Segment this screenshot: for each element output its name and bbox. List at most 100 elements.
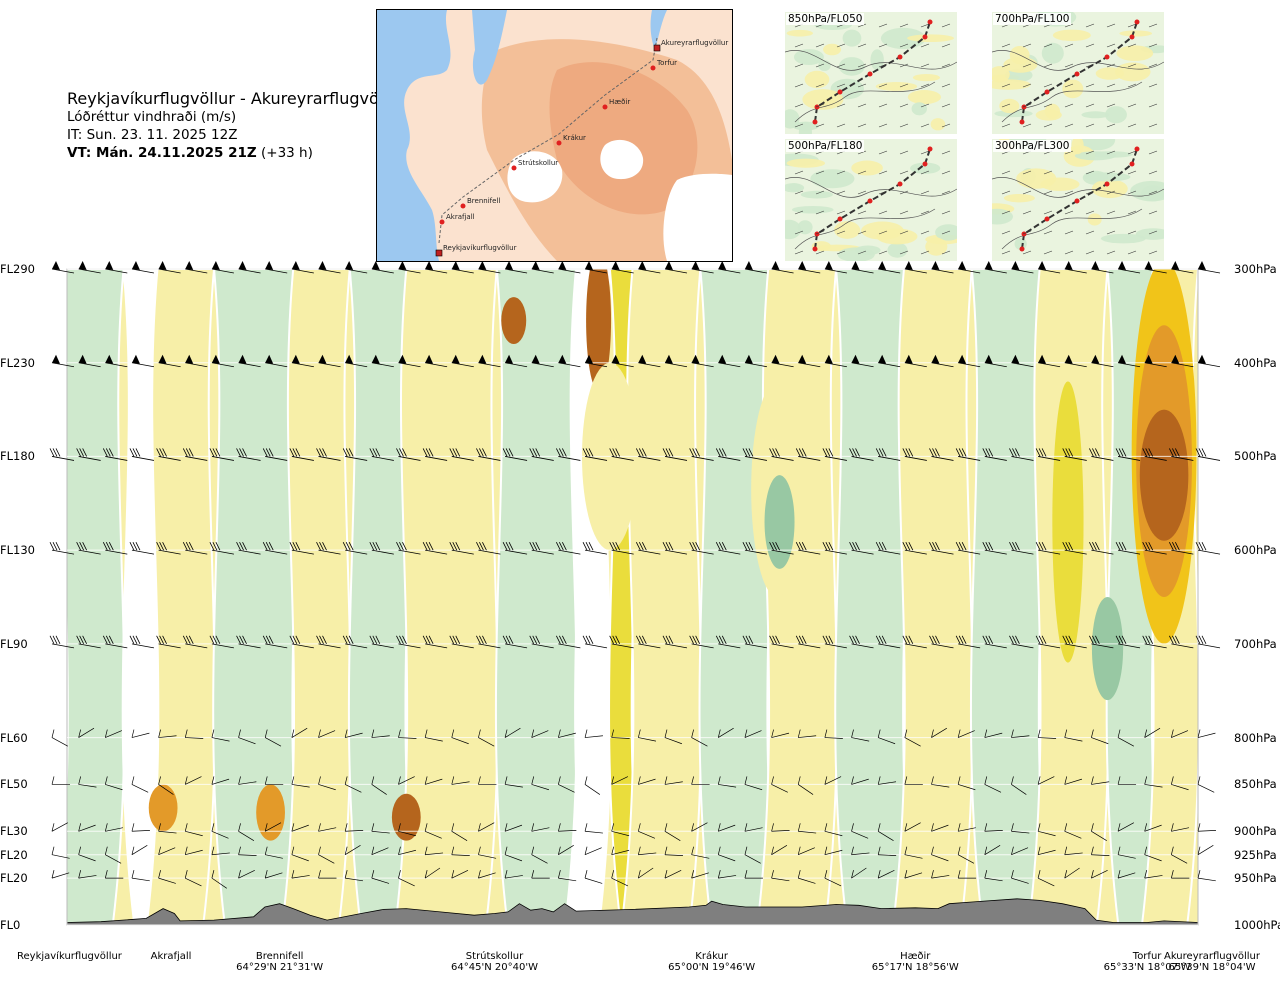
mini-map-waypoint xyxy=(867,198,873,204)
wind-barb xyxy=(691,822,708,832)
mini-map-barb xyxy=(1064,230,1074,235)
route-map: Akureyrarflugvöllur Torfur Hæðir Krákur Strú… xyxy=(376,9,733,262)
wind-barb xyxy=(264,870,283,879)
mini-map-barb xyxy=(878,150,888,155)
mini-map-barb xyxy=(857,103,867,108)
wind-barb xyxy=(531,776,550,791)
wind-barb xyxy=(265,354,288,368)
wind-barb xyxy=(771,729,790,738)
wind-barb xyxy=(795,635,821,649)
flight-level-label: FL0 xyxy=(0,918,21,932)
mini-map-barb xyxy=(1085,83,1095,88)
mini-map-field xyxy=(907,34,955,43)
wind-barb xyxy=(611,354,634,368)
location-coord: 65°39'N 18°04'W xyxy=(1168,962,1256,973)
wind-barb xyxy=(904,354,927,368)
wind-barb xyxy=(1171,823,1190,832)
mini-map-barb xyxy=(878,23,888,28)
wind-barb xyxy=(1038,261,1061,274)
mini-map-field xyxy=(1035,109,1062,121)
wind-barb xyxy=(717,776,737,788)
map-highland-2 xyxy=(549,62,698,215)
location-coord: 64°29'N 21°31'W xyxy=(236,962,324,973)
mini-map-barb xyxy=(815,250,825,255)
wind-barb xyxy=(1062,541,1087,555)
wind-barb xyxy=(1011,261,1034,274)
wind-barb xyxy=(1117,846,1136,859)
map-sea-north xyxy=(650,10,667,50)
wind-barb xyxy=(635,635,661,649)
flight-level-label: FL20 xyxy=(0,847,28,862)
wind-barb xyxy=(1115,541,1141,555)
wind-barb xyxy=(531,823,550,832)
mini-map-barb xyxy=(1127,63,1137,68)
wind-barb xyxy=(931,776,950,788)
mini-map-field xyxy=(992,79,1031,90)
mini-map-barb xyxy=(1148,43,1158,48)
wind-barb xyxy=(131,845,148,856)
wind-barb xyxy=(236,541,261,555)
wind-barb xyxy=(984,261,1007,274)
mini-map-barb xyxy=(1085,170,1095,175)
mini-map-field xyxy=(810,169,855,189)
mini-map-barb xyxy=(899,150,909,155)
mini-map-label: 700hPa/FL100 xyxy=(993,13,1072,25)
mini-map-waypoint xyxy=(1074,71,1080,77)
wind-barb xyxy=(715,448,741,461)
mini-map-field xyxy=(785,219,801,240)
mini-map-barb xyxy=(1043,190,1053,195)
flight-level-label: FL180 xyxy=(0,449,35,464)
location-label: Akrafjall xyxy=(121,951,221,962)
wind-barb xyxy=(422,541,448,555)
mini-map-barb xyxy=(920,63,930,68)
mini-map-barb xyxy=(1085,190,1095,195)
mini-map-field xyxy=(1116,45,1154,62)
mini-map-barb xyxy=(1127,43,1137,48)
mini-map-barb xyxy=(1022,103,1032,108)
wind-barb xyxy=(451,823,468,841)
wind-barb xyxy=(584,776,601,795)
wind-barb xyxy=(904,776,923,785)
wind-barb xyxy=(982,448,1007,461)
mini-map-field xyxy=(786,158,826,168)
wind-barb xyxy=(184,776,202,785)
wind-barb xyxy=(51,729,68,747)
wind-barb xyxy=(398,870,415,887)
mini-map-barb xyxy=(836,83,846,88)
wind-barb xyxy=(104,870,124,879)
wind-barb xyxy=(1009,448,1034,461)
map-waypoint-marker xyxy=(439,219,445,225)
map-waypoints: Akureyrarflugvöllur Torfur Hæðir Krákur Strú… xyxy=(435,39,728,257)
mini-map-barb xyxy=(1085,123,1095,128)
mini-map-barb xyxy=(1106,83,1116,88)
wind-barb xyxy=(931,870,950,879)
location-name: Strútskollur xyxy=(465,951,524,962)
wind-barb xyxy=(584,729,603,738)
mini-map-barb xyxy=(1148,103,1158,108)
wind-barb xyxy=(982,541,1007,555)
mini-map-barb xyxy=(941,150,951,155)
wind-barb xyxy=(131,776,149,793)
wind-barb xyxy=(691,354,714,368)
wind-barb xyxy=(691,776,710,785)
velocity-cell xyxy=(256,784,285,841)
mini-map-barb xyxy=(815,210,825,215)
wind-barb xyxy=(902,448,927,461)
wind-barb xyxy=(105,261,128,274)
wind-barb xyxy=(236,635,261,649)
wind-barb xyxy=(824,823,843,837)
wind-barb xyxy=(558,261,581,274)
wind-barb xyxy=(691,846,710,859)
wind-barb xyxy=(637,846,657,856)
wind-barb xyxy=(1009,635,1034,649)
map-route-line xyxy=(438,37,658,244)
location-coord: 65°17'N 18°56'W xyxy=(871,962,959,973)
wind-barb xyxy=(502,635,528,649)
wind-barb xyxy=(1062,635,1087,649)
wind-barb xyxy=(1035,541,1061,555)
mini-map-barb xyxy=(1064,83,1074,88)
wind-barb xyxy=(558,823,577,832)
wind-barb xyxy=(902,635,927,649)
wind-barb xyxy=(478,354,501,368)
wind-barb xyxy=(158,823,177,834)
